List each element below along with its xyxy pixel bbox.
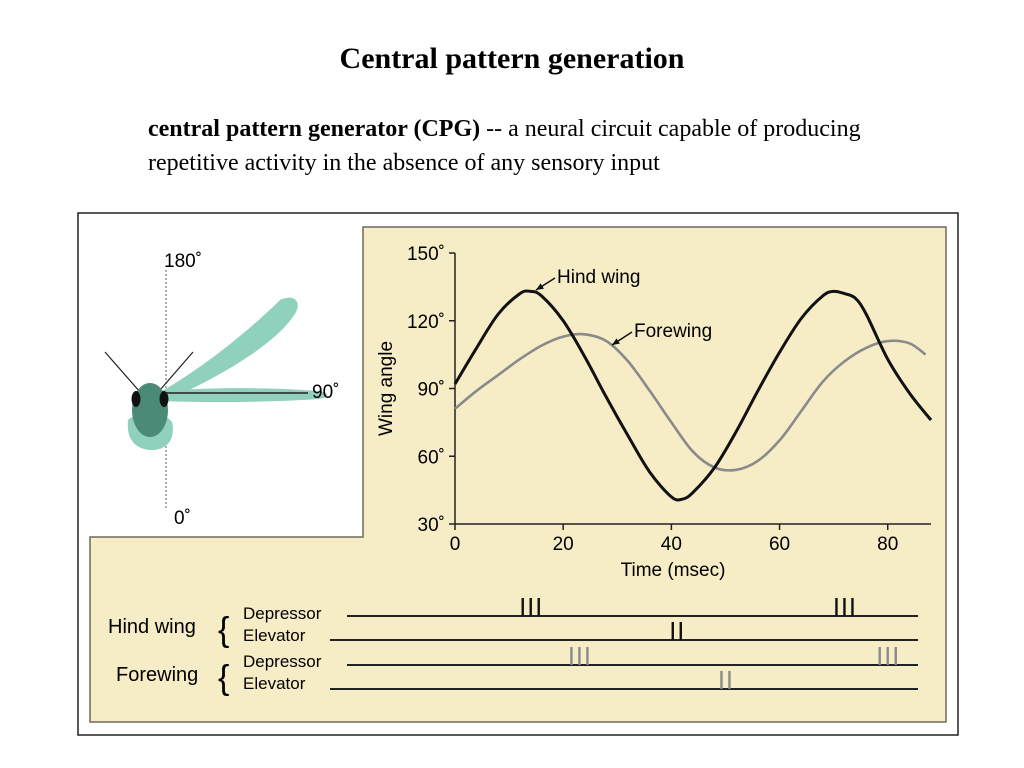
raster-row-label: Depressor (243, 652, 322, 671)
raster-row-label: Elevator (243, 674, 306, 693)
wing-diagram: 180˚ 90˚ 0˚ (104, 251, 339, 529)
right-antenna (159, 351, 194, 391)
angle-label-90: 90˚ (312, 382, 339, 403)
forewing-shape (160, 388, 327, 403)
figure-background (89, 226, 947, 723)
hind-wing-shape (160, 297, 298, 400)
x-tick-label: 80 (877, 534, 898, 555)
y-tick-label: 30˚ (418, 515, 445, 536)
hind-wing-annotation-arrowhead (536, 283, 544, 290)
raster-row-label: Elevator (243, 626, 306, 645)
definition-text: -- a neural circuit capable of producing… (148, 116, 861, 176)
slide-title: Central pattern generation (339, 42, 685, 75)
forewing-annotation-arrowhead (612, 338, 620, 345)
angle-label-0: 0˚ (174, 508, 191, 529)
x-tick-label: 20 (553, 534, 574, 555)
y-tick-label: 120˚ (407, 312, 445, 333)
y-tick-label: 90˚ (418, 380, 445, 401)
brace-icon: { (218, 659, 229, 697)
x-axis-label: Time (msec) (621, 560, 726, 581)
left-eye (131, 391, 141, 407)
forewing-series-line (454, 332, 927, 472)
hind-wing-series-line (453, 289, 933, 502)
raster-group-label: Forewing (116, 664, 198, 686)
cpg-definition: central pattern generator (CPG) -- a neu… (148, 112, 908, 180)
y-tick-label: 150˚ (407, 244, 445, 265)
x-tick-label: 0 (450, 534, 461, 555)
brace-icon: { (218, 611, 229, 649)
raster-group-label: Hind wing (108, 616, 196, 638)
angle-label-180: 180˚ (164, 251, 202, 272)
spike-raster: Hind wing { Depressor Elevator Forewing { Depr… (108, 598, 918, 697)
hind-wing-annotation: Hind wing (557, 267, 640, 288)
insect-thorax (132, 383, 168, 437)
x-tick-label: 60 (769, 534, 790, 555)
x-tick-label: 40 (661, 534, 682, 555)
left-antenna (104, 351, 141, 393)
forewing-annotation: Forewing (634, 321, 712, 342)
definition-term: central pattern generator (CPG) (148, 116, 481, 142)
right-eye (159, 391, 169, 407)
wing-angle-chart: Wing angle Time (msec) 30˚ 60˚ 90˚ 120˚ 150˚… (376, 244, 933, 581)
y-tick-label: 60˚ (418, 447, 445, 468)
raster-row-label: Depressor (243, 604, 322, 623)
y-axis-label: Wing angle (376, 341, 397, 436)
